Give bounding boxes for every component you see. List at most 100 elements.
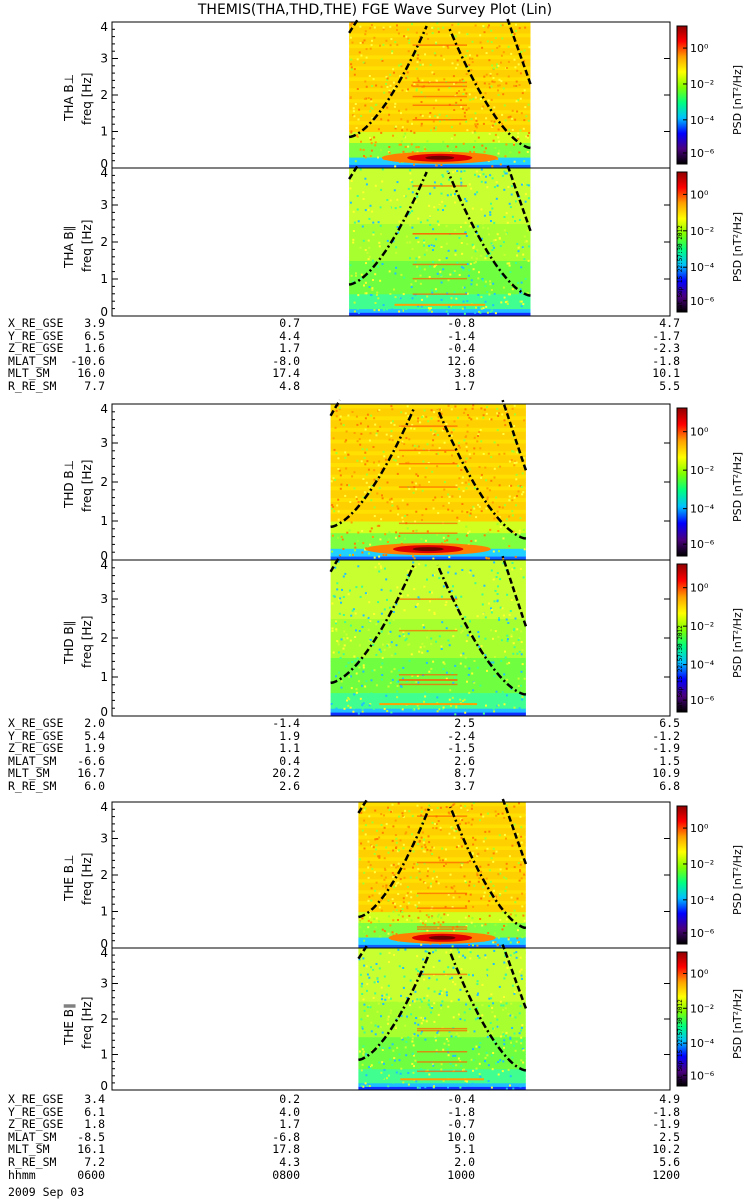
spectrogram-pixel <box>504 650 506 653</box>
spectrogram-pixel <box>409 179 412 182</box>
spectrogram-pixel <box>386 77 389 80</box>
spectrogram-pixel <box>398 849 400 852</box>
spectrogram-pixel <box>432 1085 435 1088</box>
spectrogram-pixel <box>507 1068 510 1071</box>
spectrogram-pixel <box>433 411 436 414</box>
spectrogram-pixel <box>380 118 383 121</box>
spectrogram-pixel <box>399 75 402 77</box>
spectrogram-pixel <box>375 84 378 87</box>
spectrogram-pixel <box>508 202 511 205</box>
spectrogram-pixel <box>522 202 525 204</box>
spectrogram-pixel <box>493 246 496 249</box>
spectrogram-pixel <box>426 636 429 639</box>
spectrogram-pixel <box>470 418 473 421</box>
spectrogram-pixel <box>484 147 487 150</box>
spectrogram-pixel <box>377 210 380 213</box>
spectrogram-core <box>412 547 444 552</box>
spectrogram-pixel <box>493 517 496 520</box>
spectrogram-streak <box>398 679 458 681</box>
spectrogram-pixel <box>492 963 495 965</box>
spectrogram-pixel <box>406 1015 408 1018</box>
spectrogram-pixel <box>464 881 467 884</box>
spectrogram-pixel <box>456 59 459 62</box>
spectrogram-pixel <box>501 122 503 125</box>
spectrogram-pixel <box>420 538 423 540</box>
spectrogram-pixel <box>437 208 440 211</box>
spectrogram-pixel <box>383 930 386 933</box>
spectrogram-pixel <box>465 905 467 908</box>
spectrogram-pixel <box>521 964 524 967</box>
spectrogram-pixel <box>415 174 418 177</box>
spectrogram-pixel <box>527 197 530 200</box>
spectrogram-pixel <box>519 567 522 570</box>
spectrogram-pixel <box>511 562 514 564</box>
spectrogram-pixel <box>519 1005 522 1008</box>
spectrogram-pixel <box>472 802 475 804</box>
spectrogram-pixel <box>485 479 488 482</box>
spectrogram-pixel <box>421 980 423 982</box>
spectrogram-pixel <box>416 863 419 866</box>
spectrogram-pixel <box>387 685 390 688</box>
spectrogram-pixel <box>462 266 465 269</box>
spectrogram-pixel <box>459 495 461 498</box>
spectrogram-pixel <box>496 523 499 526</box>
spectrogram-pixel <box>490 289 493 291</box>
spectrogram-band <box>330 462 526 467</box>
spectrogram-pixel <box>414 1022 417 1025</box>
spectrogram-pixel <box>380 233 382 236</box>
ephemeris-value: -1.4 <box>447 328 475 343</box>
spectrogram-pixel <box>515 262 517 264</box>
spectrogram-pixel <box>449 689 452 692</box>
spectrogram-pixel <box>357 294 360 297</box>
spectrogram-pixel <box>402 843 405 846</box>
spectrogram-pixel <box>396 865 399 868</box>
spectrogram-pixel <box>459 988 462 991</box>
spectrogram-pixel <box>401 440 404 443</box>
spectrogram-pixel <box>470 118 473 120</box>
spectrogram-pixel <box>487 1064 490 1067</box>
spectrogram-pixel <box>513 404 516 407</box>
spectrogram-pixel <box>358 920 361 923</box>
spectrogram-band <box>358 889 526 894</box>
spectrogram-pixel <box>379 224 382 227</box>
spectrogram-pixel <box>356 135 359 138</box>
spectrogram-pixel <box>489 701 492 704</box>
spectrogram-pixel <box>405 437 408 439</box>
spectrogram-pixel <box>383 878 386 881</box>
y-tick-label: 1 <box>100 272 108 286</box>
spectrogram-pixel <box>443 970 446 973</box>
spectrogram-pixel <box>472 574 475 577</box>
spectrogram-pixel <box>335 675 337 678</box>
spectrogram-pixel <box>404 809 407 812</box>
spectrogram-pixel <box>490 607 492 610</box>
spectrogram-pixel <box>373 506 376 509</box>
spectrogram-pixel <box>436 220 439 223</box>
spectrogram-pixel <box>413 444 416 447</box>
spectrogram-pixel <box>406 986 409 989</box>
spectrogram-pixel <box>513 58 516 61</box>
spectrogram-pixel <box>402 212 405 215</box>
spectrogram-pixel <box>428 1004 431 1007</box>
spectrogram-pixel <box>403 876 406 879</box>
spectrogram-pixel <box>465 534 468 537</box>
ephemeris-value: 3.7 <box>454 779 475 793</box>
spectrogram-pixel <box>496 73 499 76</box>
spectrogram-pixel <box>370 106 373 109</box>
ephemeris-value: -1.9 <box>652 1117 680 1132</box>
spectrogram-pixel <box>470 807 473 810</box>
spectrogram-streak <box>417 815 468 817</box>
spectrogram-pixel <box>394 207 397 210</box>
spectrogram-pixel <box>474 233 476 236</box>
spectrogram-pixel <box>412 491 415 494</box>
spectrogram-pixel <box>357 299 360 301</box>
spectrogram-pixel <box>401 915 404 918</box>
spectrogram-band <box>358 1011 526 1016</box>
spectrogram-pixel <box>398 310 401 313</box>
spectrogram-pixel <box>392 1049 395 1052</box>
spectrogram-pixel <box>389 997 392 1000</box>
spectrogram-pixel <box>440 246 443 248</box>
spectrogram-pixel <box>392 876 395 879</box>
spectrogram-pixel <box>381 180 384 183</box>
spectrogram-pixel <box>370 845 373 848</box>
